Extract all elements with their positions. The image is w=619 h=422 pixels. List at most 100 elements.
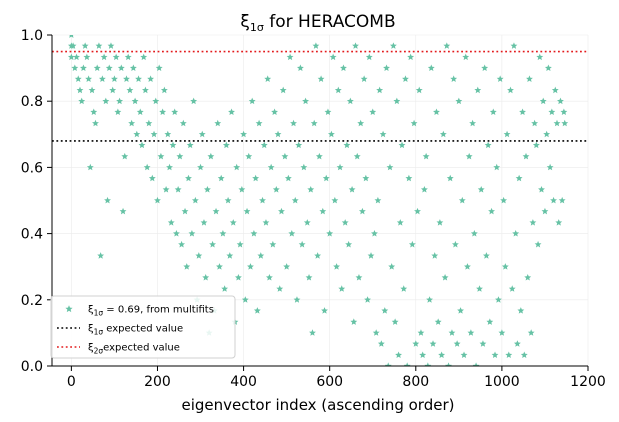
data-point (247, 263, 254, 270)
data-point (402, 75, 409, 82)
reference-lines (52, 50, 588, 142)
data-point (326, 230, 334, 237)
data-point (129, 64, 137, 72)
data-point (319, 207, 327, 215)
x-tick-label: 400 (230, 374, 257, 390)
y-tick-label: 0.4 (21, 227, 43, 243)
data-point (345, 240, 353, 248)
data-point (243, 207, 251, 215)
data-point (143, 163, 151, 171)
data-point (433, 108, 440, 116)
data-point (383, 64, 390, 72)
data-point (112, 53, 120, 61)
data-point (407, 53, 415, 61)
data-point (538, 185, 545, 193)
x-ticks: 0 200 400 600 800 1000 1200 (67, 366, 606, 390)
data-point (207, 152, 215, 160)
data-point (267, 163, 275, 171)
data-point (185, 174, 192, 182)
data-point (486, 318, 494, 325)
data-point (460, 351, 468, 358)
data-point (477, 185, 485, 193)
data-point (309, 329, 316, 336)
data-point (498, 329, 506, 336)
data-point (71, 64, 79, 72)
data-point (424, 362, 432, 366)
data-point (369, 108, 377, 116)
data-point (560, 108, 568, 116)
data-point (126, 86, 134, 94)
data-point (529, 219, 537, 226)
data-point (303, 219, 311, 226)
data-point (532, 141, 540, 149)
data-point (202, 274, 210, 281)
y-tick-label: 0.2 (21, 293, 43, 309)
data-point (400, 285, 408, 292)
scatter-series (67, 35, 569, 366)
data-point (341, 219, 349, 226)
data-point (236, 240, 244, 248)
x-tick-label: 1000 (484, 374, 520, 390)
data-point (321, 307, 328, 314)
legend-star-icon (65, 305, 73, 313)
data-point (104, 196, 111, 204)
data-point (198, 130, 206, 138)
data-point (489, 108, 497, 116)
data-point (116, 97, 124, 105)
x-tick-label: 200 (144, 374, 171, 390)
data-point (541, 207, 549, 215)
data-point (522, 152, 530, 160)
data-point (229, 219, 237, 226)
data-point (358, 207, 366, 215)
data-point (98, 75, 106, 82)
data-point (531, 119, 539, 127)
data-point (169, 141, 177, 149)
data-point (219, 230, 227, 237)
legend-label: ξ1σ expected value (88, 324, 183, 337)
data-point (245, 152, 253, 160)
data-point (278, 207, 285, 215)
data-point (69, 42, 77, 49)
y-tick-label: 0.0 (21, 359, 43, 375)
data-point (389, 42, 397, 49)
data-point (264, 75, 272, 82)
data-point (78, 97, 86, 105)
data-point (543, 130, 551, 138)
data-point (395, 351, 402, 358)
data-point (352, 42, 359, 49)
data-point (93, 64, 101, 72)
data-point (377, 340, 385, 347)
data-point (350, 318, 358, 325)
data-point (265, 274, 273, 281)
data-point (555, 219, 563, 226)
data-point (365, 53, 373, 61)
data-point (90, 108, 98, 116)
data-point (157, 152, 165, 160)
data-point (524, 274, 532, 281)
data-point (159, 108, 167, 116)
data-point (111, 75, 118, 82)
data-point (438, 351, 446, 358)
data-point (443, 42, 451, 49)
data-point (310, 119, 318, 127)
data-point (338, 285, 346, 292)
data-point (346, 97, 354, 105)
data-point (274, 130, 282, 138)
data-point (324, 108, 332, 116)
data-point (436, 219, 444, 226)
data-point (513, 340, 521, 347)
data-point (279, 86, 287, 94)
data-point (195, 252, 203, 259)
data-point (446, 174, 454, 182)
data-point (474, 86, 482, 94)
legend-label: ξ2σexpected value (88, 343, 180, 356)
data-point (142, 86, 149, 94)
data-point (450, 75, 458, 82)
data-point (164, 130, 172, 138)
data-point (176, 152, 184, 160)
data-point (561, 119, 569, 127)
chart-title: ξ1σ for HERACOMB (240, 12, 395, 34)
data-point (255, 119, 263, 127)
data-point (166, 163, 173, 171)
data-point (248, 97, 256, 105)
